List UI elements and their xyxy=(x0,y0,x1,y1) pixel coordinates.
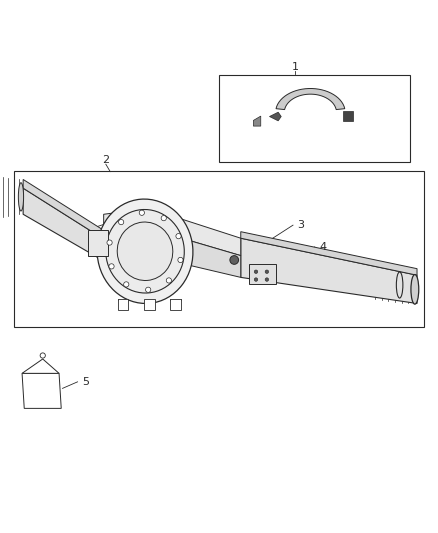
Ellipse shape xyxy=(18,183,24,211)
Circle shape xyxy=(166,278,172,283)
Ellipse shape xyxy=(117,222,173,280)
Circle shape xyxy=(109,264,114,269)
Circle shape xyxy=(254,270,258,273)
Bar xyxy=(14,171,424,327)
Circle shape xyxy=(124,282,129,287)
Text: R
T
V: R T V xyxy=(38,378,43,408)
Polygon shape xyxy=(23,188,106,262)
Circle shape xyxy=(139,210,145,215)
FancyBboxPatch shape xyxy=(170,299,181,310)
Text: 5: 5 xyxy=(82,377,89,387)
FancyBboxPatch shape xyxy=(343,111,353,121)
Polygon shape xyxy=(22,359,59,373)
Circle shape xyxy=(230,256,239,264)
Polygon shape xyxy=(241,232,417,275)
Circle shape xyxy=(107,240,112,245)
Polygon shape xyxy=(167,234,241,277)
Text: 4: 4 xyxy=(319,242,326,252)
Ellipse shape xyxy=(97,199,193,303)
Polygon shape xyxy=(276,88,345,110)
Polygon shape xyxy=(253,116,261,126)
Bar xyxy=(250,264,276,284)
Polygon shape xyxy=(22,373,61,408)
Circle shape xyxy=(178,257,183,263)
FancyBboxPatch shape xyxy=(118,299,128,310)
Circle shape xyxy=(40,353,46,358)
Circle shape xyxy=(161,215,166,221)
Text: 2: 2 xyxy=(102,155,110,165)
Text: 1: 1 xyxy=(292,62,299,72)
Bar xyxy=(219,75,410,162)
Circle shape xyxy=(176,233,181,239)
Circle shape xyxy=(145,287,151,293)
Polygon shape xyxy=(167,214,241,256)
Circle shape xyxy=(265,270,268,273)
Circle shape xyxy=(254,278,258,281)
Ellipse shape xyxy=(411,274,419,304)
Ellipse shape xyxy=(106,209,184,293)
Polygon shape xyxy=(104,208,154,240)
FancyBboxPatch shape xyxy=(144,299,155,310)
Circle shape xyxy=(119,220,124,225)
Polygon shape xyxy=(241,238,417,303)
Text: 3: 3 xyxy=(297,220,304,230)
Bar xyxy=(88,230,108,256)
Polygon shape xyxy=(269,112,281,121)
Circle shape xyxy=(265,278,268,281)
Polygon shape xyxy=(23,180,106,240)
